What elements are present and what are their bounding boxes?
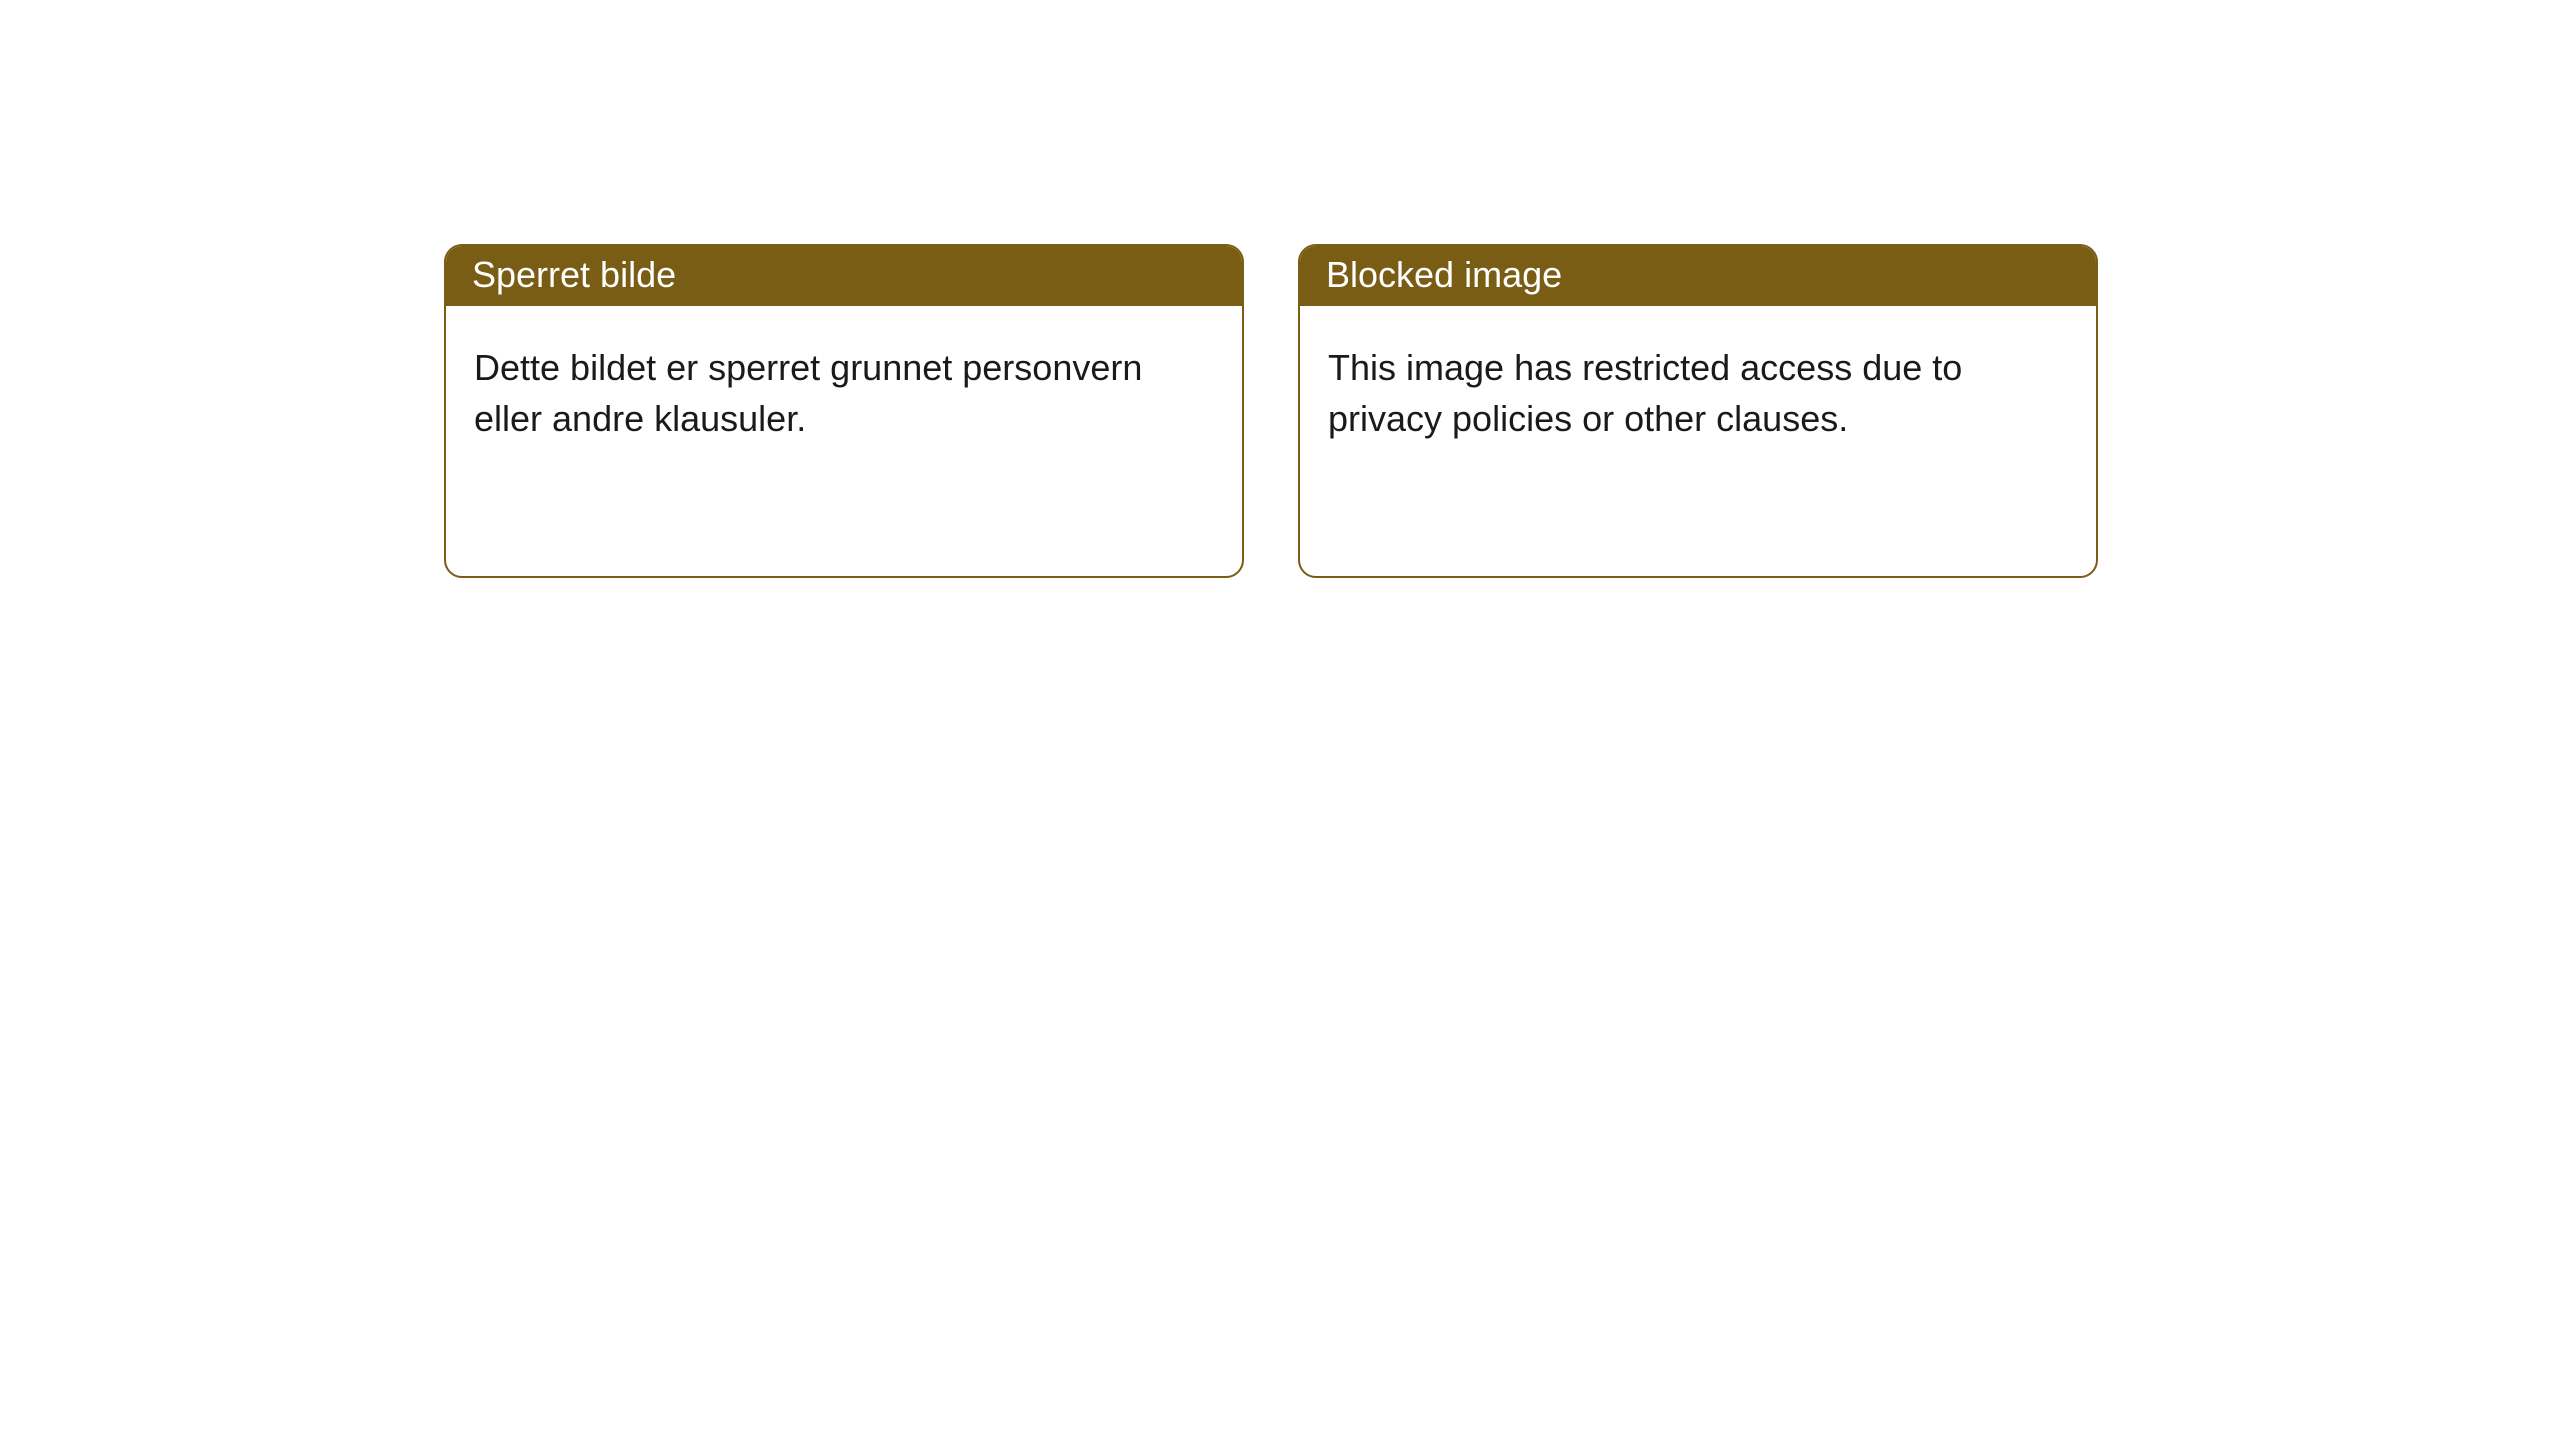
card-body-text: Dette bildet er sperret grunnet personve… <box>474 342 1214 444</box>
card-title: Blocked image <box>1326 254 1562 295</box>
card-body: This image has restricted access due to … <box>1300 306 2096 576</box>
notice-cards-container: Sperret bilde Dette bildet er sperret gr… <box>0 0 2560 578</box>
card-body: Dette bildet er sperret grunnet personve… <box>446 306 1242 576</box>
card-header: Sperret bilde <box>446 246 1242 306</box>
card-body-text: This image has restricted access due to … <box>1328 342 2068 444</box>
blocked-image-card-no: Sperret bilde Dette bildet er sperret gr… <box>444 244 1244 578</box>
card-header: Blocked image <box>1300 246 2096 306</box>
card-title: Sperret bilde <box>472 254 676 295</box>
blocked-image-card-en: Blocked image This image has restricted … <box>1298 244 2098 578</box>
